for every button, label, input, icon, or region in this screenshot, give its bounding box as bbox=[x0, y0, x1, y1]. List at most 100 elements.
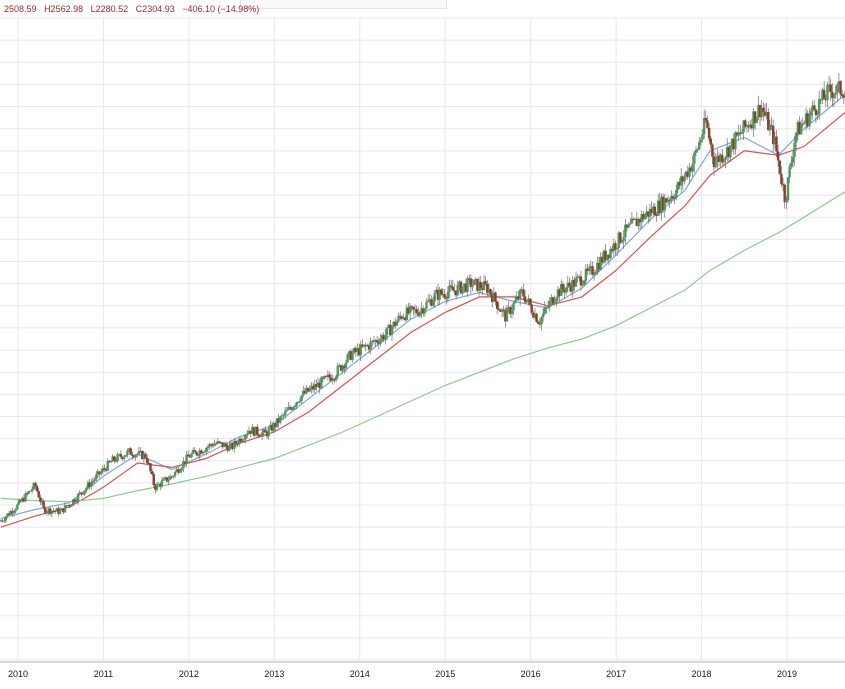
candle-body bbox=[668, 199, 671, 201]
candle-body bbox=[346, 354, 349, 363]
candle-body bbox=[597, 262, 601, 270]
candle-body bbox=[379, 338, 382, 344]
candle-body bbox=[795, 132, 798, 143]
candle-body bbox=[380, 335, 384, 339]
candle-body bbox=[541, 313, 545, 318]
ohlc-change: −406.10 (−14.98%) bbox=[182, 4, 260, 14]
candle-body bbox=[445, 297, 448, 299]
candle-body bbox=[658, 200, 662, 214]
candle-body bbox=[93, 479, 96, 481]
candle-body bbox=[147, 462, 150, 464]
candle-body bbox=[704, 117, 708, 121]
candle-body bbox=[727, 147, 731, 158]
candle-body bbox=[661, 196, 665, 211]
candle-body bbox=[691, 163, 694, 172]
candle-body bbox=[185, 454, 188, 464]
candle-body bbox=[694, 150, 698, 153]
candle-body bbox=[755, 117, 758, 123]
candle-body bbox=[647, 211, 650, 217]
candle-body bbox=[295, 402, 298, 406]
candle-body bbox=[679, 176, 683, 186]
candle-body bbox=[558, 289, 561, 296]
candle-body bbox=[515, 296, 519, 301]
candle-body bbox=[155, 483, 159, 490]
candle-body bbox=[321, 377, 325, 379]
candle-body bbox=[371, 340, 374, 342]
candle-body bbox=[231, 443, 234, 449]
candle-body bbox=[839, 81, 842, 95]
candle-body bbox=[454, 290, 458, 296]
candle-body bbox=[410, 306, 413, 308]
ohlc-open: 2508.59 bbox=[4, 4, 37, 14]
candle-body bbox=[474, 278, 477, 280]
candle-body bbox=[29, 490, 32, 492]
candle-body bbox=[763, 111, 767, 116]
candle-body bbox=[504, 310, 507, 322]
candle-body bbox=[433, 293, 436, 302]
candle-body bbox=[497, 308, 500, 310]
candle-body bbox=[62, 508, 65, 513]
candle-body bbox=[548, 300, 551, 307]
candle-body bbox=[783, 184, 786, 203]
candle-body bbox=[461, 286, 464, 294]
candle-body bbox=[311, 385, 315, 390]
candle-body bbox=[242, 439, 246, 441]
candle-body bbox=[183, 461, 187, 464]
candle-body bbox=[279, 416, 282, 423]
candle-body bbox=[44, 507, 47, 514]
candle-body bbox=[563, 289, 566, 293]
candle-body bbox=[6, 513, 9, 517]
candle-body bbox=[114, 460, 118, 462]
candle-body bbox=[127, 448, 131, 451]
candle-body bbox=[249, 430, 252, 434]
candle-body bbox=[670, 196, 673, 201]
candle-body bbox=[799, 125, 803, 135]
candle-body bbox=[813, 105, 816, 110]
candle-body bbox=[198, 450, 201, 456]
candle-body bbox=[47, 508, 50, 512]
candle-body bbox=[359, 344, 362, 356]
x-tick-label: 2019 bbox=[777, 669, 797, 679]
candle-body bbox=[351, 352, 354, 360]
candle-body bbox=[316, 382, 320, 388]
candle-body bbox=[109, 461, 113, 463]
candle-body bbox=[762, 107, 765, 112]
candle-body bbox=[251, 427, 254, 434]
candle-body bbox=[86, 482, 90, 488]
candle-body bbox=[50, 510, 54, 514]
candle-body bbox=[349, 351, 353, 360]
candle-body bbox=[737, 132, 740, 136]
candle-body bbox=[111, 456, 114, 462]
candle-body bbox=[625, 224, 629, 228]
candle-body bbox=[449, 285, 453, 287]
candle-body bbox=[589, 266, 593, 268]
candle-body bbox=[113, 456, 116, 461]
candle-body bbox=[208, 444, 211, 447]
candle-body bbox=[528, 298, 532, 305]
candle-body bbox=[14, 509, 17, 512]
candle-body bbox=[722, 159, 726, 163]
candle-body bbox=[21, 498, 24, 502]
candle-body bbox=[671, 196, 675, 198]
candle-body bbox=[451, 286, 454, 291]
candle-body bbox=[282, 415, 285, 417]
candle-body bbox=[729, 145, 732, 158]
candle-body bbox=[614, 243, 617, 250]
candle-body bbox=[260, 432, 264, 437]
candle-body bbox=[336, 365, 339, 377]
candle-body bbox=[144, 453, 147, 459]
candle-body bbox=[405, 307, 408, 321]
candle-body bbox=[338, 365, 341, 367]
candle-body bbox=[509, 307, 512, 315]
candle-body bbox=[495, 301, 499, 309]
candle-body bbox=[182, 461, 185, 469]
x-tick-label: 2016 bbox=[521, 669, 541, 679]
candle-body bbox=[793, 142, 796, 157]
candle-body bbox=[387, 324, 390, 328]
candle-body bbox=[801, 123, 804, 126]
candle-body bbox=[118, 454, 121, 456]
candle-body bbox=[99, 471, 103, 475]
candle-body bbox=[837, 81, 841, 85]
candle-body bbox=[293, 405, 297, 407]
